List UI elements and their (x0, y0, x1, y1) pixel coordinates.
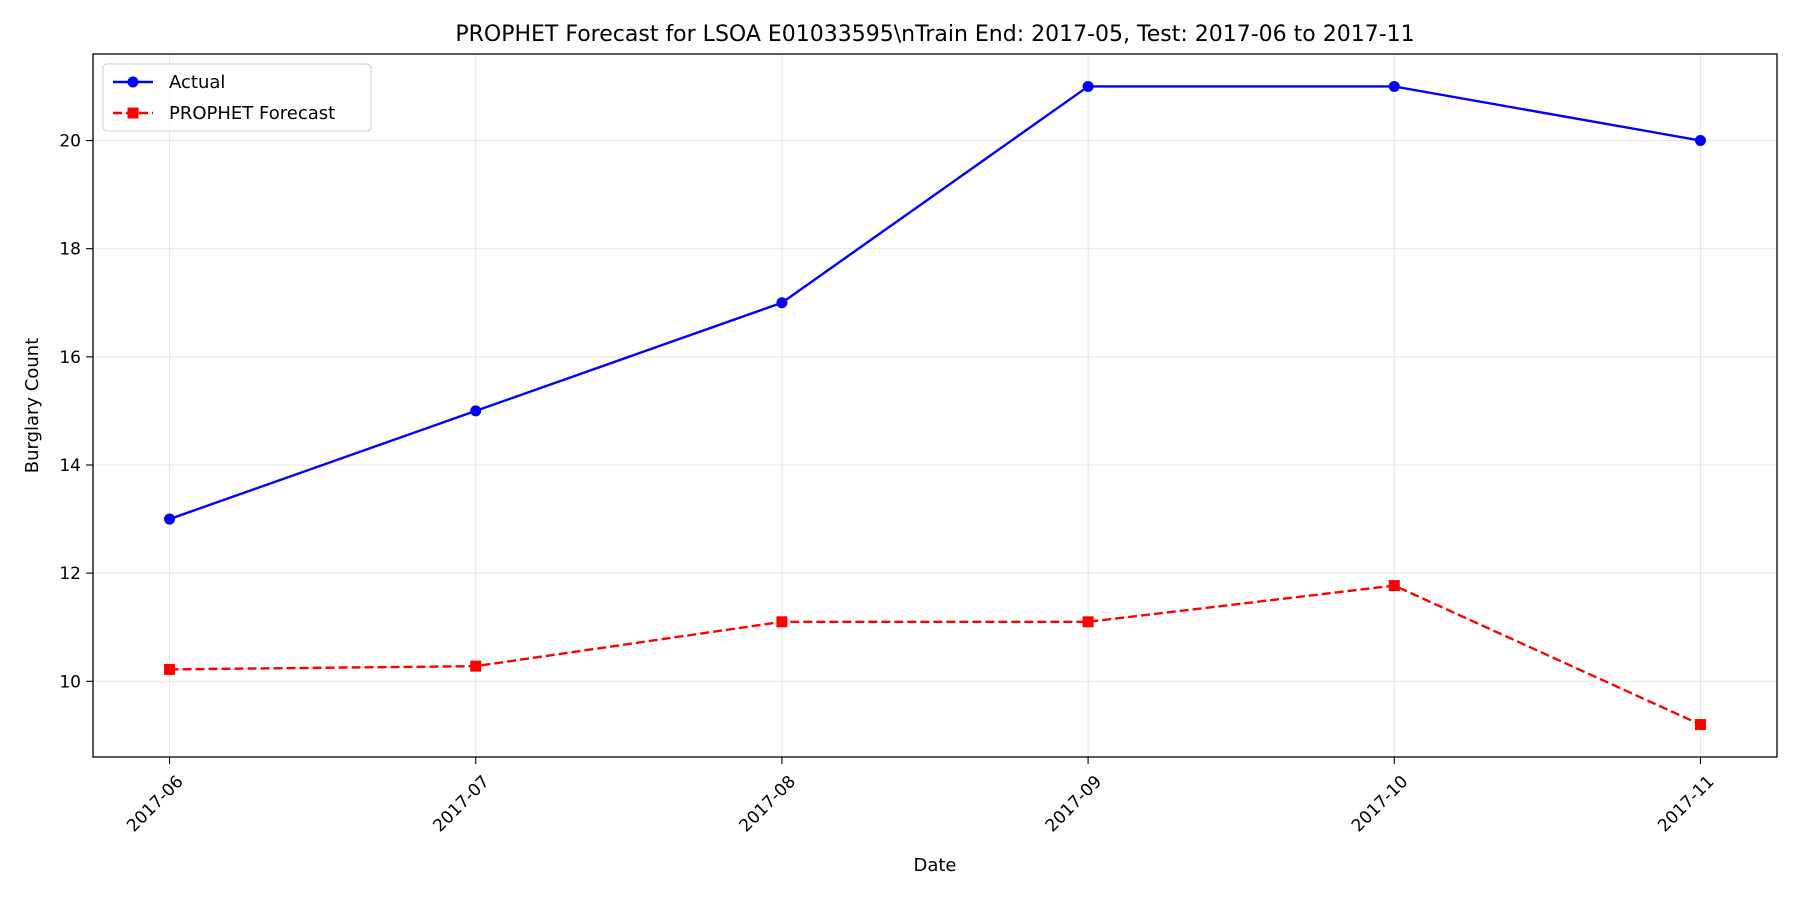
x-tick-label: 2017-08 (736, 772, 800, 836)
plot-area-frame (92, 53, 1778, 758)
data-point (1082, 80, 1094, 92)
legend-items: Actual PROPHET Forecast (113, 72, 335, 124)
x-tick-label: 2017-10 (1348, 772, 1412, 836)
data-point (776, 616, 788, 628)
y-axis-ticks: 10 12 14 16 18 20 (59, 132, 93, 692)
legend-item: Actual (113, 72, 225, 93)
legend-label: Actual (169, 72, 225, 93)
legend-item: PROPHET Forecast (113, 103, 335, 124)
legend-label: PROPHET Forecast (169, 103, 335, 124)
legend-frame (102, 63, 372, 132)
x-tick-label: 2017-06 (123, 772, 187, 836)
series-1 (164, 580, 1706, 731)
y-tick-label: 10 (59, 672, 81, 692)
legend: Actual PROPHET Forecast (102, 63, 372, 132)
data-point (1388, 80, 1400, 92)
data-point (1082, 616, 1094, 628)
y-tick-label: 14 (59, 456, 81, 476)
data-point (776, 297, 788, 309)
data-point (1694, 135, 1706, 147)
x-tick-label: 2017-09 (1042, 772, 1106, 836)
data-point (164, 663, 176, 675)
legend-marker (127, 107, 139, 119)
data-point (470, 405, 482, 417)
grid (93, 54, 1777, 757)
data-point (1388, 580, 1400, 592)
series-group (164, 80, 1706, 731)
series-line (169, 584, 1701, 726)
data-point (470, 660, 482, 672)
y-tick-label: 20 (59, 132, 81, 152)
x-tick-label: 2017-11 (1654, 772, 1718, 836)
chart-title: PROPHET Forecast for LSOA E01033595\nTra… (455, 22, 1414, 47)
y-axis-label: Burglary Count (22, 338, 43, 474)
data-point (164, 513, 176, 525)
x-axis-label: Date (913, 855, 956, 876)
y-tick-label: 12 (59, 564, 81, 584)
x-tick-label: 2017-07 (429, 772, 493, 836)
x-axis-ticks: 2017-06 2017-07 2017-08 2017-09 2017-10 2017-… (123, 757, 1718, 836)
y-tick-label: 18 (59, 240, 81, 260)
series-line (169, 85, 1701, 521)
data-point (1694, 719, 1706, 731)
legend-marker (127, 76, 139, 88)
y-tick-label: 16 (59, 348, 81, 368)
series-0 (164, 80, 1706, 525)
